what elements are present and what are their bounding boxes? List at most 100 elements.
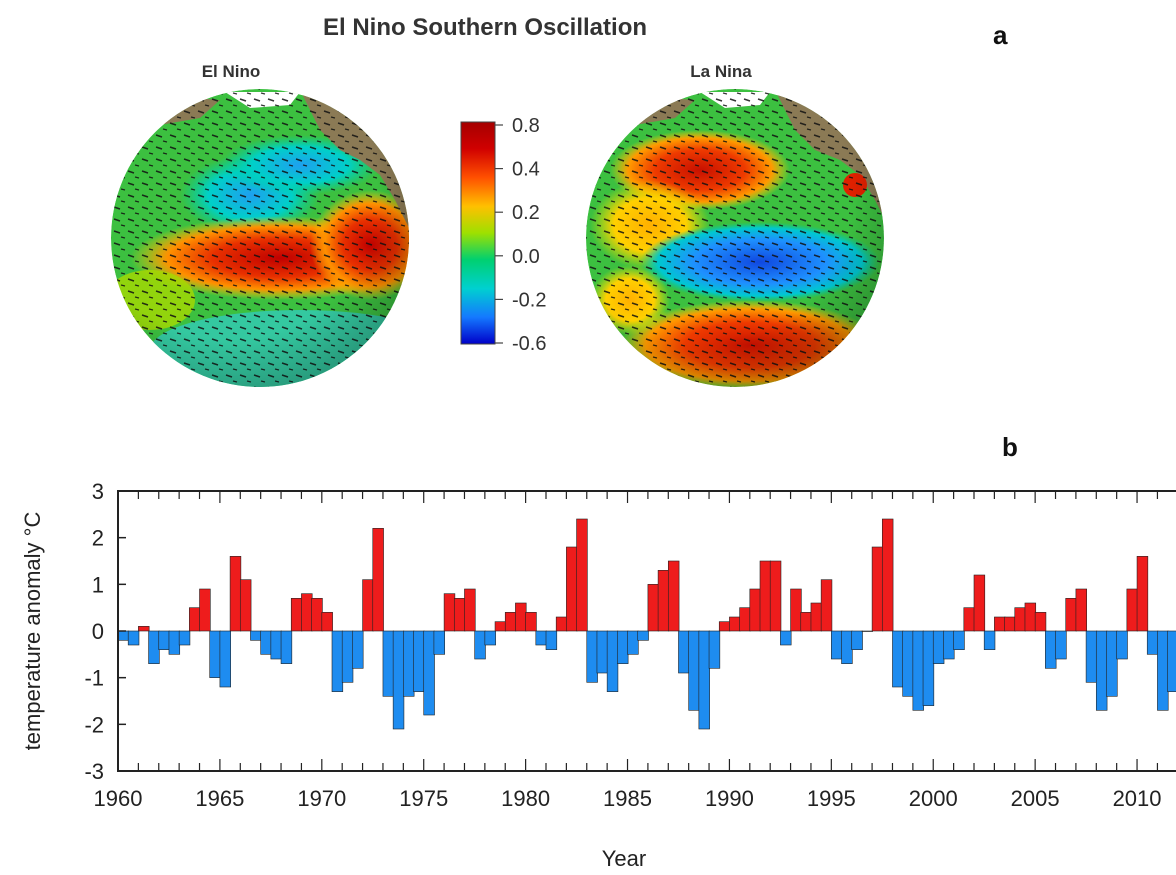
bar-negative bbox=[1095, 630, 1108, 711]
x-tick-label: 2010 bbox=[1113, 786, 1162, 811]
bar-positive bbox=[769, 560, 782, 632]
bar-negative bbox=[780, 630, 792, 646]
panel-a-letter: a bbox=[993, 20, 1008, 50]
bar-negative bbox=[708, 630, 721, 669]
bar-positive bbox=[1024, 602, 1037, 632]
x-tick-label: 1970 bbox=[297, 786, 346, 811]
bar-positive bbox=[718, 621, 731, 632]
bar-positive bbox=[994, 616, 1006, 632]
bar-positive bbox=[667, 560, 680, 632]
bar-negative bbox=[892, 630, 904, 688]
colorbar-tick-label: -0.2 bbox=[512, 289, 546, 311]
bar-negative bbox=[260, 630, 272, 655]
bar-positive bbox=[372, 528, 384, 632]
x-axis-label: Year bbox=[602, 846, 646, 871]
bar-positive bbox=[1136, 556, 1149, 632]
bar-positive bbox=[881, 518, 894, 632]
x-tick-label: 1965 bbox=[195, 786, 244, 811]
y-tick-label: 0 bbox=[92, 619, 104, 644]
bar-negative bbox=[902, 630, 914, 697]
bar-positive bbox=[566, 546, 578, 632]
bar-negative bbox=[270, 630, 282, 660]
bar-negative bbox=[1045, 630, 1057, 669]
bar-negative bbox=[637, 630, 649, 641]
x-tick-label: 1980 bbox=[501, 786, 550, 811]
y-tick-label: 3 bbox=[92, 479, 104, 504]
bar-negative bbox=[1085, 630, 1098, 683]
bar-negative bbox=[280, 630, 293, 664]
bar-negative bbox=[627, 630, 639, 655]
panel-b: b 3 2 1 0 -1 -2 -3 1960 1965 1970 1975 1980 1985 1990… bbox=[0, 420, 1176, 875]
bar-positive bbox=[311, 598, 323, 632]
colorbar-tick-label: 0.0 bbox=[512, 246, 540, 268]
bar-negative bbox=[250, 630, 262, 641]
bar-negative bbox=[382, 630, 395, 697]
bar-positive bbox=[189, 607, 201, 632]
bar-positive bbox=[1004, 616, 1016, 632]
bar-positive bbox=[443, 593, 456, 632]
colorbar: 0.8 0.4 0.2 0.0 -0.2 -0.6 bbox=[460, 115, 546, 355]
bar-positive bbox=[749, 588, 761, 632]
colorbar-tick-label: 0.8 bbox=[512, 115, 540, 137]
bar-negative bbox=[596, 630, 609, 674]
bar-negative bbox=[688, 630, 700, 711]
bar-positive bbox=[138, 626, 150, 632]
bar-negative bbox=[341, 630, 354, 683]
bar-negative bbox=[474, 630, 486, 660]
y-axis-label: temperature anomaly °C bbox=[20, 512, 45, 751]
bar-positive bbox=[973, 574, 986, 632]
x-tick-label: 2000 bbox=[909, 786, 958, 811]
bar-negative bbox=[148, 630, 160, 664]
bar-positive bbox=[759, 560, 772, 632]
x-tick-label: 1960 bbox=[94, 786, 143, 811]
bar-positive bbox=[555, 616, 568, 632]
la-nina-label: La Nina bbox=[690, 62, 752, 81]
bar-negative bbox=[678, 630, 690, 674]
colorbar-tick-label: 0.4 bbox=[512, 159, 540, 181]
panel-b-letter: b bbox=[1002, 432, 1018, 462]
bar-negative bbox=[983, 630, 996, 650]
bar-negative bbox=[423, 630, 435, 716]
bar-positive bbox=[199, 588, 211, 632]
bar-negative bbox=[158, 630, 170, 650]
bar-positive bbox=[729, 616, 741, 632]
bar-positive bbox=[657, 570, 670, 632]
bar-positive bbox=[1065, 598, 1077, 632]
y-tick-label: -3 bbox=[84, 759, 104, 784]
bar-negative bbox=[586, 630, 598, 683]
bar-negative bbox=[841, 630, 853, 664]
bar-positive bbox=[647, 584, 659, 632]
bar-negative bbox=[352, 630, 364, 669]
bar-positive bbox=[525, 612, 537, 632]
bar-negative bbox=[403, 630, 415, 697]
bar-negative bbox=[698, 630, 710, 730]
bar-positive bbox=[820, 579, 833, 632]
bar-negative bbox=[943, 630, 955, 660]
bar-negative bbox=[545, 630, 558, 650]
bar-negative bbox=[535, 630, 547, 646]
bar-positive bbox=[464, 588, 476, 632]
bar-positive bbox=[871, 546, 884, 632]
bar-negative bbox=[331, 630, 344, 692]
x-tick-label: 1990 bbox=[705, 786, 754, 811]
bar-negative bbox=[219, 630, 231, 688]
bar-positive bbox=[1014, 607, 1026, 632]
bar-positive bbox=[453, 598, 466, 632]
el-nino-globe bbox=[111, 89, 409, 387]
panel-a: El Nino Southern Oscillation a El Nino L… bbox=[0, 0, 1176, 420]
panel-a-graphics: 0.8 0.4 0.2 0.0 -0.2 -0.6 bbox=[111, 89, 884, 387]
bar-positive bbox=[1075, 588, 1087, 632]
bar-negative bbox=[127, 630, 140, 646]
y-tick-label: 1 bbox=[92, 572, 104, 597]
bar-negative bbox=[209, 630, 221, 678]
bar-negative bbox=[922, 630, 935, 706]
bar-negative bbox=[851, 630, 863, 650]
bar-positive bbox=[800, 612, 812, 632]
bar-positive bbox=[1034, 612, 1047, 632]
bar-negative bbox=[392, 630, 405, 730]
y-tick-label: -1 bbox=[84, 666, 104, 691]
bar-positive bbox=[963, 607, 975, 632]
x-tick-label: 1975 bbox=[399, 786, 448, 811]
bar-negative bbox=[1157, 630, 1169, 711]
